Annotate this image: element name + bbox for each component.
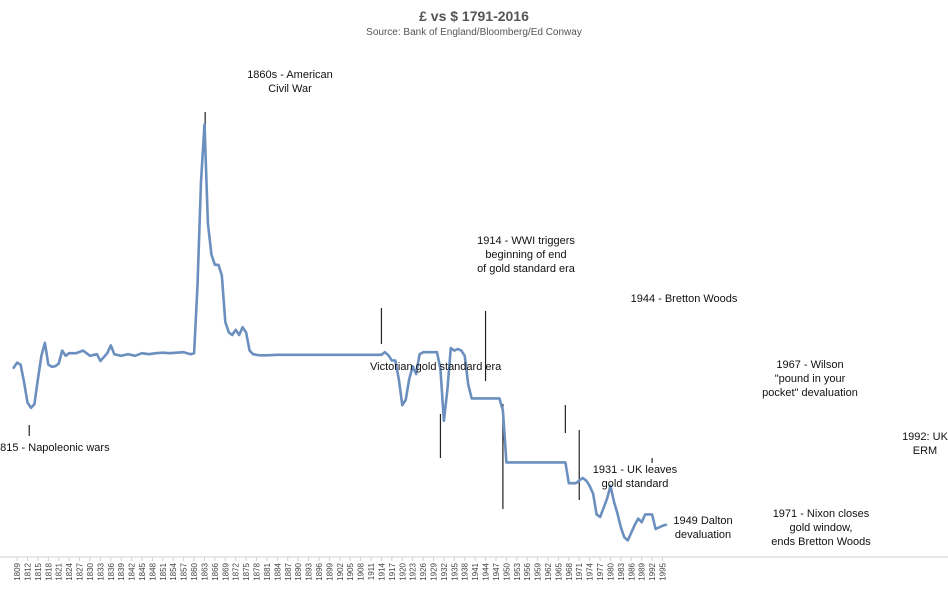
x-tick-label: 1842 [128,562,137,580]
x-tick-label: 1938 [461,562,470,580]
annotation-bretton-woods: 1944 - Bretton Woods [630,293,738,305]
x-tick-label: 1857 [180,562,189,580]
x-tick-label: 1983 [617,562,626,580]
x-tick-label: 1824 [65,562,74,580]
series-line [12,123,668,542]
x-tick-label: 1902 [336,562,345,580]
x-tick-label: 1962 [544,562,553,580]
x-tick-label: 1848 [148,562,157,580]
x-tick-label: 1881 [263,562,272,580]
x-tick-label: 1833 [96,562,105,580]
x-tick-label: 1887 [284,562,293,580]
x-tick-label: 1989 [638,562,647,580]
x-tick-label: 1917 [388,562,397,580]
x-tick-label: 1869 [221,562,230,580]
x-tick-label: 1812 [24,562,33,580]
x-tick-label: 1926 [419,562,428,580]
x-tick-label: 1830 [86,562,95,580]
x-tick-label: 1815 [34,562,43,580]
x-tick-label: 1854 [169,562,178,580]
x-tick-label: 1974 [586,562,595,580]
x-tick-label: 1836 [107,562,116,580]
x-tick-label: 1944 [482,562,491,580]
chart-subtitle: Source: Bank of England/Bloomberg/Ed Con… [366,27,582,38]
x-tick-label: 1896 [315,562,324,580]
x-tick-label: 1827 [76,562,85,580]
x-tick-label: 1872 [232,562,241,580]
x-tick-label: 1953 [513,562,522,580]
x-tick-label: 1992 [648,562,657,580]
x-tick-label: 1923 [409,562,418,580]
x-tick-label: 1893 [305,562,314,580]
x-tick-label: 1884 [273,562,282,580]
x-tick-label: 1875 [242,562,251,580]
x-tick-label: 1845 [138,562,147,580]
annotation-wilson-devaluation: 1967 - Wilson "pound in your pocket" dev… [762,359,858,399]
x-tick-label: 1914 [377,562,386,580]
x-tick-label: 1941 [471,562,480,580]
annotation-napoleonic-wars: 1815 - Napoleonic wars [0,442,110,454]
annotation-victorian-gold-standard: Victorian gold standard era [370,361,502,373]
x-tick-label: 1995 [659,562,668,580]
x-tick-label: 1968 [565,562,574,580]
x-tick-label: 1986 [627,562,636,580]
annotation-uk-erm: 1992: UK ERM [902,431,948,457]
annotation-wwi: 1914 - WWI triggers beginning of end of … [477,235,575,275]
x-tick-label: 1851 [159,562,168,580]
x-tick-label: 1911 [367,562,376,580]
x-tick-label: 1947 [492,562,501,580]
x-tick-label: 1866 [211,562,220,580]
x-tick-label: 1821 [55,562,64,580]
x-tick-label: 1899 [325,562,334,580]
x-tick-label: 1863 [200,562,209,580]
chart-title: £ vs $ 1791-2016 [419,8,529,24]
x-tick-label: 1932 [440,562,449,580]
x-tick-label: 1971 [575,562,584,580]
x-tick-label: 1935 [450,562,459,580]
x-tick-label: 1977 [596,562,605,580]
x-tick-label: 1920 [398,562,407,580]
x-tick-label: 1860 [190,562,199,580]
x-tick-label: 1959 [534,562,543,580]
x-tick-label: 1818 [44,562,53,580]
x-tick-label: 1890 [294,562,303,580]
x-tick-label: 1929 [429,562,438,580]
annotation-nixon-gold-window: 1971 - Nixon closes gold window, ends Br… [771,508,871,548]
x-tick-label: 1956 [523,562,532,580]
x-tick-label: 1809 [13,562,22,580]
x-tick-label: 1965 [554,562,563,580]
x-tick-label: 1839 [117,562,126,580]
annotation-american-civil-war: 1860s - American Civil War [247,69,333,95]
x-tick-label: 1980 [606,562,615,580]
annotation-uk-leaves-gold-standard: 1931 - UK leaves gold standard [592,464,678,490]
x-tick-label: 1905 [346,562,355,580]
x-tick-label: 1950 [502,562,511,580]
annotation-dalton-devaluation: 1949 Dalton devaluation [673,515,733,541]
x-tick-label: 1878 [253,562,262,580]
x-tick-label: 1908 [357,562,366,580]
